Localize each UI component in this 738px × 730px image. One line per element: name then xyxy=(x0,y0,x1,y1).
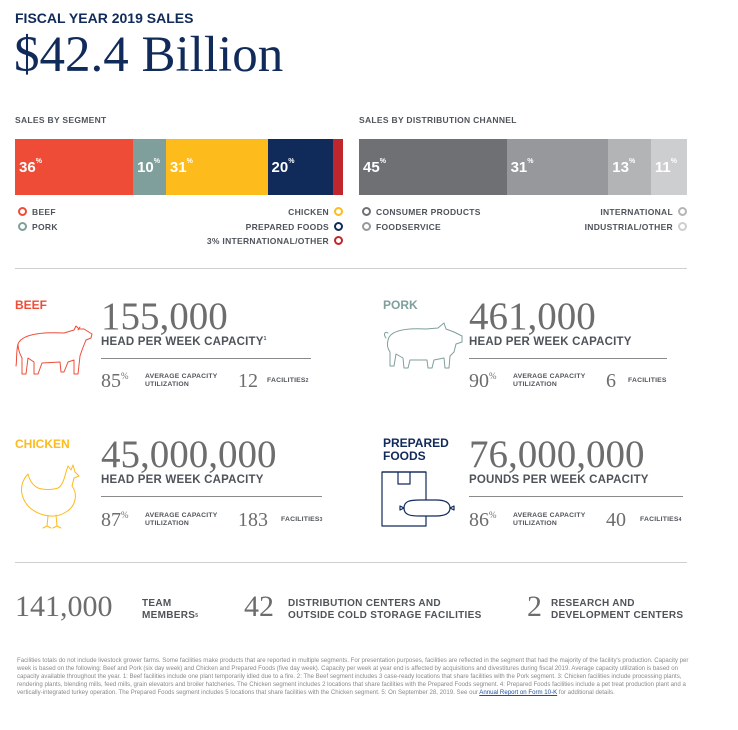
legend-beef: BEEF xyxy=(18,207,56,217)
foodservice-dot-icon xyxy=(362,222,371,231)
prepared-dot-icon xyxy=(334,222,343,231)
segment-bar-label: 10% xyxy=(137,158,160,176)
chicken-capacity-number: 45,000,000 xyxy=(101,433,277,476)
pork-dot-icon xyxy=(18,222,27,231)
segment-chart-label: SALES BY SEGMENT xyxy=(15,115,107,125)
prepared-foods-title: PREPARED FOODS xyxy=(383,436,449,463)
research-centers-label: RESEARCH AND DEVELOPMENT CENTERS xyxy=(551,598,684,621)
international-dot-icon xyxy=(678,207,687,216)
industrial-dot-icon xyxy=(678,222,687,231)
beef-rule xyxy=(101,358,311,359)
prepared-capacity-number: 76,000,000 xyxy=(469,433,645,476)
annual-report-link[interactable]: Annual Report on Form 10-K xyxy=(479,689,558,697)
segment-bar-prepared-foods: 20% xyxy=(267,139,334,195)
pork-utilization: 90% xyxy=(469,370,497,392)
segment-bar-pork: 10% xyxy=(133,139,166,195)
footnotes: Facilities totals do not include livesto… xyxy=(17,657,689,697)
pork-capacity-number: 461,000 xyxy=(469,295,596,338)
beef-utilization-label: AVERAGE CAPACITY UTILIZATION xyxy=(145,373,218,388)
chicken-dot-icon xyxy=(334,207,343,216)
total-sales: $42.4 Billion xyxy=(14,27,284,83)
chicken-rule xyxy=(101,496,322,497)
chicken-capacity-unit: HEAD PER WEEK CAPACITY xyxy=(101,474,264,486)
channel-bar-international: 13% xyxy=(608,139,651,195)
legend-international: INTERNATIONAL xyxy=(600,207,687,217)
legend-pork: PORK xyxy=(18,222,58,232)
chicken-utilization-label: AVERAGE CAPACITY UTILIZATION xyxy=(145,512,218,527)
legend-international-other: 3% INTERNATIONAL/OTHER xyxy=(207,236,343,246)
channel-bar-label: 13% xyxy=(612,158,636,176)
legend-industrial-other: INDUSTRIAL/OTHER xyxy=(585,222,687,232)
beef-utilization: 85% xyxy=(101,370,129,392)
legend-foodservice: FOODSERVICE xyxy=(362,222,441,232)
segment-bar-label: 31% xyxy=(169,158,193,176)
legend-prepared-foods: PREPARED FOODS xyxy=(246,222,343,232)
channel-bar-label: 45% xyxy=(363,158,386,176)
prepared-utilization: 86% xyxy=(469,509,497,531)
segment-bar-label: 20% xyxy=(271,158,295,176)
pork-title: PORK xyxy=(383,298,418,312)
prepared-rule xyxy=(469,496,683,497)
chicken-facilities-label: FACILITIES3 xyxy=(281,516,323,523)
divider xyxy=(15,562,687,563)
pork-rule xyxy=(469,358,667,359)
chicken-title: CHICKEN xyxy=(15,437,70,451)
intl-dot-icon xyxy=(334,236,343,245)
channel-bar-chart: 45% 31% 13% 11% xyxy=(359,139,687,195)
channel-bar-foodservice: 31% xyxy=(506,139,609,195)
prepared-facilities: 40 xyxy=(606,509,626,531)
prepared-facilities-label: FACILITIES4 xyxy=(640,516,682,523)
prepared-utilization-label: AVERAGE CAPACITY UTILIZATION xyxy=(513,512,586,527)
channel-bar-label: 11% xyxy=(654,158,677,176)
beef-dot-icon xyxy=(18,207,27,216)
pig-icon xyxy=(384,322,463,369)
distribution-centers-label: DISTRIBUTION CENTERS AND OUTSIDE COLD STO… xyxy=(288,598,482,621)
divider xyxy=(15,268,687,269)
segment-bar-chart: 36% 10% 31% 20% xyxy=(15,139,343,195)
fiscal-year-title: FISCAL YEAR 2019 SALES xyxy=(15,10,194,26)
chicken-icon xyxy=(21,464,80,529)
legend-consumer-products: CONSUMER PRODUCTS xyxy=(362,207,481,217)
distribution-centers-number: 42 xyxy=(244,590,274,623)
legend-chicken: CHICKEN xyxy=(288,207,343,217)
channel-bar-industrial-other: 11% xyxy=(650,139,687,195)
segment-bar-international-other xyxy=(333,139,343,195)
beef-facilities: 12 xyxy=(238,370,258,392)
prepared-capacity-unit: POUNDS PER WEEK CAPACITY xyxy=(469,474,649,486)
cow-icon xyxy=(15,325,93,375)
beef-facilities-label: FACILITIES2 xyxy=(267,377,309,384)
channel-chart-label: SALES BY DISTRIBUTION CHANNEL xyxy=(359,115,517,125)
beef-capacity-number: 155,000 xyxy=(101,295,228,338)
segment-bar-chicken: 31% xyxy=(165,139,268,195)
research-centers-number: 2 xyxy=(527,590,542,623)
team-members-number: 141,000 xyxy=(15,590,113,623)
pork-facilities-label: FACILITIES xyxy=(628,377,667,384)
segment-bar-label: 36% xyxy=(19,158,42,176)
segment-bar-beef: 36% xyxy=(15,139,134,195)
pork-capacity-unit: HEAD PER WEEK CAPACITY xyxy=(469,336,632,348)
channel-bar-label: 31% xyxy=(510,158,534,176)
team-members-label: TEAM MEMBERS5 xyxy=(142,598,199,621)
pork-facilities: 6 xyxy=(606,370,616,392)
pork-utilization-label: AVERAGE CAPACITY UTILIZATION xyxy=(513,373,586,388)
beef-capacity-unit: HEAD PER WEEK CAPACITY1 xyxy=(101,336,267,348)
consumer-dot-icon xyxy=(362,207,371,216)
channel-bar-consumer-products: 45% xyxy=(359,139,507,195)
chicken-facilities: 183 xyxy=(238,509,268,531)
chicken-utilization: 87% xyxy=(101,509,129,531)
prepared-foods-icon xyxy=(381,471,455,527)
beef-title: BEEF xyxy=(15,298,48,312)
